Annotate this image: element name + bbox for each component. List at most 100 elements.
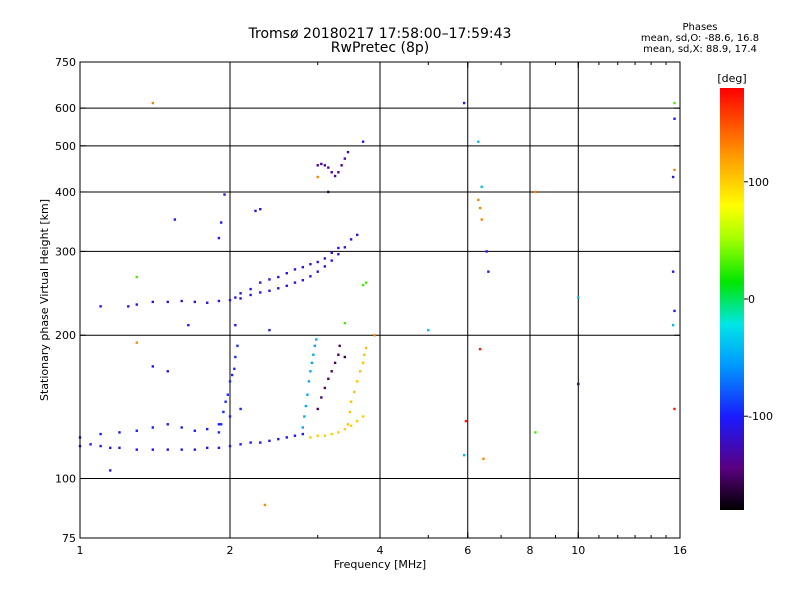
x-tick-label: 4: [377, 544, 384, 557]
data-point: [228, 298, 232, 302]
data-point: [349, 424, 353, 428]
data-point: [239, 407, 242, 411]
data-point: [464, 419, 468, 423]
data-point: [316, 175, 319, 179]
data-point: [361, 415, 365, 418]
data-point: [180, 426, 183, 429]
data-point: [217, 431, 221, 434]
y-tick-label: 750: [55, 56, 76, 69]
data-point: [166, 448, 169, 451]
data-point: [323, 434, 327, 437]
data-point: [346, 150, 350, 154]
data-point: [477, 198, 480, 202]
data-point: [333, 174, 337, 178]
data-point: [259, 207, 262, 211]
data-point: [352, 390, 356, 394]
data-point: [99, 305, 102, 308]
data-point: [226, 393, 230, 396]
data-point: [364, 346, 368, 350]
data-point: [338, 344, 341, 348]
data-point: [323, 386, 327, 390]
data-point: [320, 396, 323, 399]
data-point: [268, 289, 271, 292]
data-point: [239, 443, 242, 446]
data-point: [355, 380, 359, 383]
data-point: [361, 140, 365, 143]
data-point: [135, 303, 138, 306]
data-point: [228, 444, 232, 448]
data-point: [277, 437, 280, 441]
colorbar-tick-label: -100: [748, 410, 773, 423]
data-point: [135, 275, 138, 279]
data-point: [487, 270, 490, 273]
data-point: [234, 355, 237, 359]
data-point: [304, 404, 308, 408]
grid-lines: [80, 62, 680, 538]
data-point: [310, 361, 314, 365]
data-point: [315, 338, 318, 341]
data-point: [330, 259, 333, 262]
x-tick-label: 16: [673, 544, 687, 557]
data-point: [301, 279, 305, 282]
data-point: [316, 407, 319, 411]
data-point: [673, 407, 676, 411]
data-point: [480, 218, 483, 221]
data-point: [249, 287, 252, 291]
data-point: [151, 300, 155, 304]
data-point: [285, 272, 288, 275]
data-point: [222, 410, 225, 414]
data-point: [277, 275, 280, 279]
data-point: [180, 448, 183, 451]
data-point: [462, 453, 466, 457]
data-point: [239, 297, 242, 300]
data-point: [309, 263, 312, 266]
x-tick-label: 8: [527, 544, 534, 557]
data-point: [166, 423, 169, 426]
x-tick-label: 2: [227, 544, 234, 557]
data-point: [373, 334, 376, 337]
data-point: [673, 309, 676, 313]
data-point: [277, 287, 280, 290]
data-point: [477, 140, 480, 143]
data-point: [349, 400, 353, 403]
data-point: [193, 300, 197, 304]
data-point: [166, 370, 169, 373]
data-point: [323, 265, 327, 268]
data-point: [239, 292, 242, 295]
data-point: [263, 503, 267, 507]
data-point: [355, 419, 359, 423]
data-point: [217, 423, 221, 426]
data-point: [316, 164, 319, 167]
y-tick-label: 300: [55, 245, 76, 258]
data-point: [234, 296, 237, 299]
data-point: [89, 443, 92, 446]
data-point: [671, 323, 675, 327]
data-point: [118, 446, 121, 450]
data-point: [427, 328, 430, 332]
data-point: [219, 221, 223, 224]
data-point: [151, 426, 155, 429]
data-point: [348, 410, 352, 414]
data-point: [361, 361, 365, 365]
data-point: [337, 246, 340, 250]
data-point: [343, 427, 347, 431]
data-point: [205, 427, 209, 431]
data-point: [187, 323, 190, 327]
data-points: [78, 101, 676, 507]
data-point: [327, 377, 330, 380]
data-point: [268, 439, 271, 443]
data-point: [268, 328, 271, 332]
data-point: [217, 236, 221, 240]
data-point: [534, 431, 537, 434]
data-point: [364, 281, 368, 284]
data-point: [259, 291, 262, 294]
data-point: [482, 457, 485, 461]
data-point: [293, 268, 297, 271]
data-point: [313, 344, 317, 348]
data-point: [358, 370, 362, 373]
data-point: [337, 252, 340, 256]
x-axis-label: Frequency [MHz]: [334, 558, 426, 571]
data-point: [193, 429, 197, 432]
colorbar-tick-label: 100: [748, 176, 769, 189]
